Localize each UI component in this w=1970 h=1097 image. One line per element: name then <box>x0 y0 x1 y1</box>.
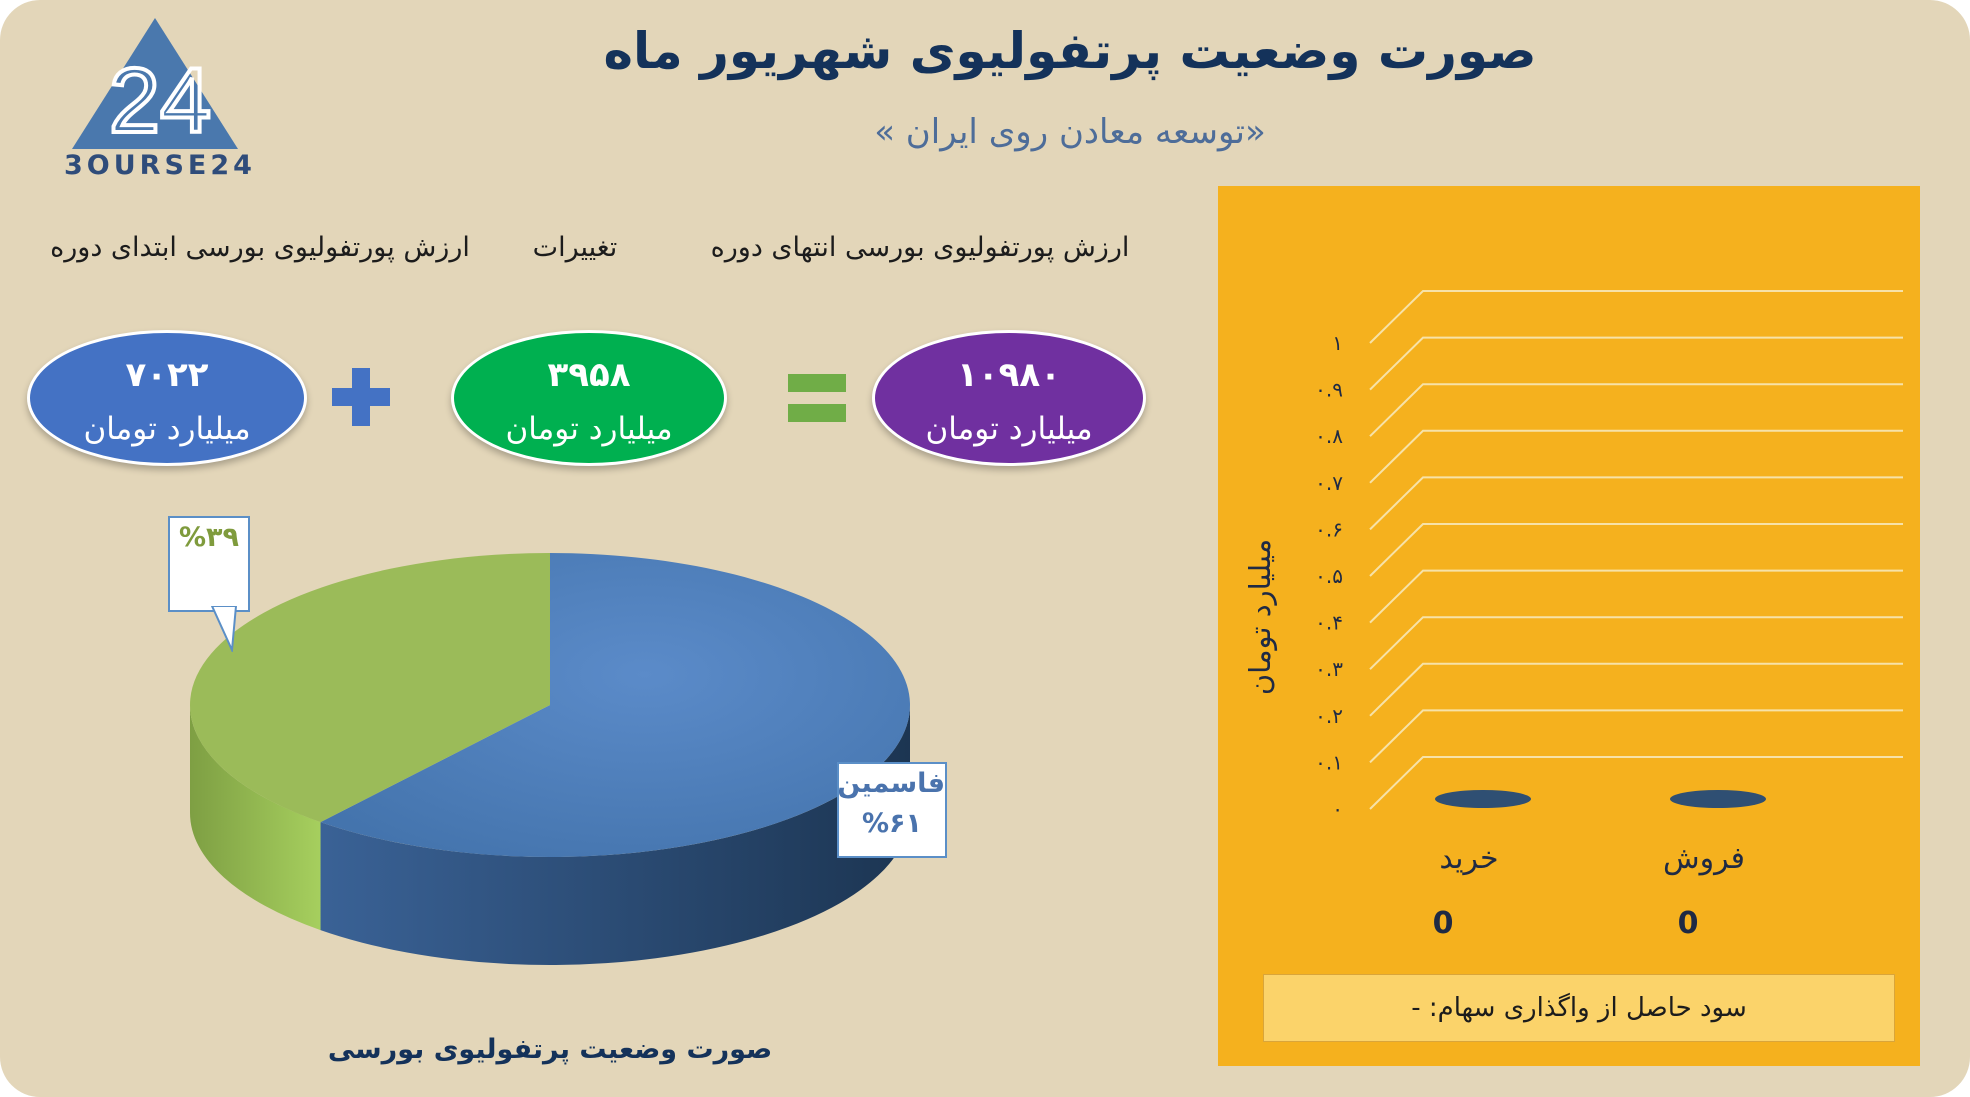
ytick-label-9: ۰.۹ <box>1315 378 1343 402</box>
bar-chart-grid: ۰ ۰.۱ ۰.۲ ۰.۳ ۰.۴ ۰.۵ ۰.۶ ۰.۷ ۰.۸ ۰.۹ ۱ <box>1315 290 1903 821</box>
category-label-0: خرید <box>1439 841 1498 876</box>
start-value-ellipse: ۷۰۲۲ میلیارد تومان <box>27 330 307 466</box>
end-value-ellipse: ۱۰۹۸۰ میلیارد تومان <box>872 330 1146 466</box>
gridline-5 <box>1369 523 1903 577</box>
gridline-0 <box>1369 756 1903 810</box>
callout-other-pointer <box>210 606 238 652</box>
ytick-label-3: ۰.۳ <box>1315 657 1343 681</box>
page-title: صورت وضعیت پرتفولیوی شهریور ماه <box>603 22 1537 80</box>
gridline-9 <box>1369 336 1903 391</box>
gridline-1 <box>1369 709 1903 764</box>
trade-chart-panel <box>1218 186 1920 1066</box>
bar-0 <box>1435 790 1531 808</box>
logo-text: 3OURSE24 <box>64 150 256 181</box>
bar-chart-marks: خرید 0 فروش 0 <box>1433 790 1766 941</box>
callout-fasmin: فاسمین %۶۱ <box>837 762 947 858</box>
gridline-4 <box>1369 569 1903 624</box>
page-subtitle: «توسعه معادن روی ایران » <box>874 112 1266 152</box>
slice-label-fasmin: فاسمین <box>837 768 945 799</box>
bar-chart-ylabel: میلیارد تومان <box>1243 538 1277 696</box>
plus-icon <box>332 368 390 426</box>
equals-icon <box>788 374 846 422</box>
gridline-10 <box>1369 290 1903 344</box>
start-unit: میلیارد تومان <box>83 411 251 447</box>
pie-slice-0 <box>320 553 910 857</box>
trade-bar-chart: ۰ ۰.۱ ۰.۲ ۰.۳ ۰.۴ ۰.۵ ۰.۶ ۰.۷ ۰.۸ ۰.۹ ۱ خرید 0 فروش 0 <box>1315 290 1903 941</box>
end-value: ۱۰۹۸۰ <box>957 355 1061 395</box>
change-value-ellipse: ۳۹۵۸ میلیارد تومان <box>451 330 727 466</box>
ytick-label-1: ۰.۱ <box>1315 750 1343 774</box>
bar-1 <box>1670 790 1766 808</box>
start-value-label: ارزش پورتفولیوی بورسی ابتدای دوره <box>50 232 470 263</box>
slice-value-other: %۳۹ <box>178 522 239 553</box>
pie-slice-1 <box>190 553 551 823</box>
pie-side-0 <box>320 705 910 965</box>
pie-slices <box>190 553 910 965</box>
ytick-label-7: ۰.۷ <box>1315 471 1343 495</box>
category-label-1: فروش <box>1663 841 1745 876</box>
slice-value-fasmin: %۶۱ <box>861 808 922 839</box>
end-unit: میلیارد تومان <box>925 411 1093 447</box>
portfolio-pie-chart <box>190 553 910 965</box>
ytick-label-4: ۰.۴ <box>1315 611 1343 635</box>
ytick-label-10: ۱ <box>1332 331 1343 355</box>
bar-value-label-0: 0 <box>1433 906 1454 941</box>
callout-other: %۳۹ <box>168 516 250 612</box>
pie-chart-title: صورت وضعیت پرتفولیوی بورسی <box>327 1034 773 1065</box>
ytick-label-8: ۰.۸ <box>1315 424 1343 448</box>
pie-side-1 <box>190 705 321 931</box>
start-value: ۷۰۲۲ <box>125 355 209 395</box>
gridline-3 <box>1369 616 1903 670</box>
ytick-label-5: ۰.۵ <box>1315 564 1343 588</box>
change-value: ۳۹۵۸ <box>547 355 631 395</box>
gridline-8 <box>1369 383 1903 437</box>
ytick-label-0: ۰ <box>1332 797 1343 821</box>
sale-profit-note: سود حاصل از واگذاری سهام: - <box>1263 974 1895 1042</box>
change-unit: میلیارد تومان <box>505 411 673 447</box>
change-label: تغییرات <box>532 232 618 263</box>
bourse24-logo: 24 <box>72 18 238 154</box>
gridline-7 <box>1369 429 1903 484</box>
ytick-label-2: ۰.۲ <box>1315 704 1343 728</box>
ytick-label-6: ۰.۶ <box>1315 517 1343 541</box>
end-value-label: ارزش پورتفولیوی بورسی انتهای دوره <box>710 232 1130 263</box>
bar-value-label-1: 0 <box>1678 906 1699 941</box>
logo-mark: 24 <box>109 50 211 152</box>
gridline-2 <box>1369 662 1903 717</box>
gridline-6 <box>1369 476 1903 531</box>
